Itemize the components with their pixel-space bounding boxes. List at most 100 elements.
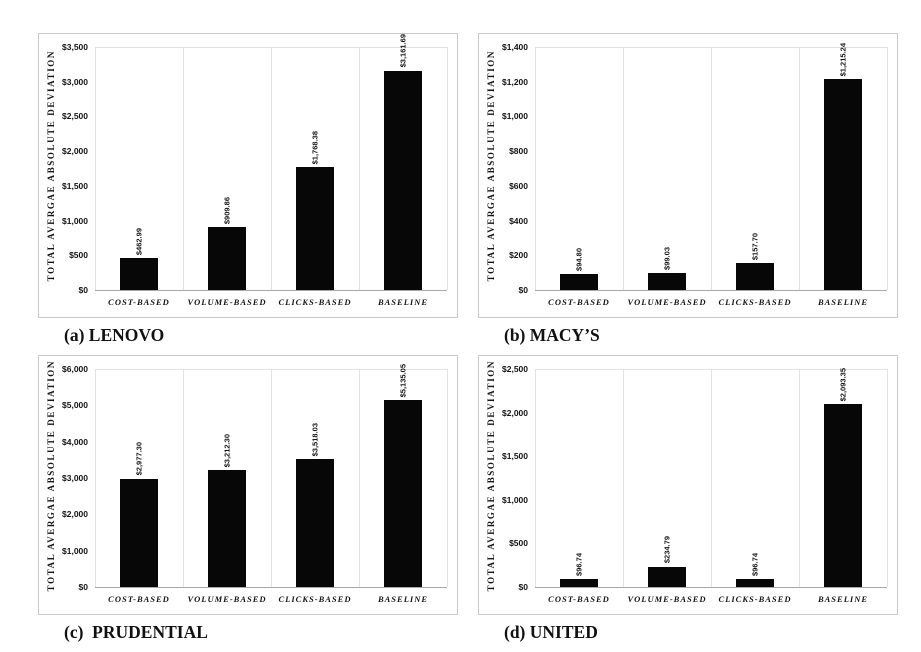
- y-tick-label: $0: [518, 285, 528, 295]
- y-tick-label: $2,000: [62, 146, 88, 157]
- bar-prudential-3: [384, 400, 422, 587]
- y-tick-label: $3,500: [62, 42, 88, 52]
- chart-panel-macys: TOTAL AVERGAE ABSOLUTE DEVIATION $1,400 $1…: [478, 33, 898, 318]
- bar-value-label: $3,212.30: [222, 433, 232, 468]
- category-separator-gridline: [535, 47, 536, 290]
- bar-value-label: $5,135.05: [398, 364, 408, 398]
- chart-panel-united: TOTAL AVERGAE ABSOLUTE DEVIATION $2,500 $2…: [478, 355, 898, 615]
- figure-macys: TOTAL AVERGAE ABSOLUTE DEVIATION $1,400 $1…: [478, 33, 898, 355]
- y-axis-title: TOTAL AVERGAE ABSOLUTE DEVIATION: [484, 42, 498, 290]
- bar-prudential-2: [296, 459, 334, 587]
- x-category-label: VOLUME-BASED: [187, 594, 267, 604]
- category-slot: $157.70: [711, 47, 799, 290]
- figure-prudential: TOTAL AVERGAE ABSOLUTE DEVIATION $6,000 $5…: [38, 355, 458, 652]
- bar-united-2: [736, 578, 774, 587]
- category-separator-gridline: [887, 369, 888, 587]
- y-tick-label: $1,500: [502, 451, 528, 462]
- bar-united-1: [648, 566, 686, 587]
- y-tick-label: $0: [78, 582, 88, 592]
- y-tick-label: $0: [78, 285, 88, 295]
- category-separator-gridline: [623, 369, 624, 587]
- y-tick-label: $2,000: [502, 407, 528, 418]
- category-separator-gridline: [271, 47, 272, 290]
- category-separator-gridline: [95, 369, 96, 587]
- y-axis-title-text: TOTAL AVERGAE ABSOLUTE DEVIATION: [46, 359, 56, 592]
- y-tick-label: $400: [509, 215, 528, 226]
- bar-macys-0: [560, 273, 598, 290]
- plot-area-macys: $1,400 $1,200 $1,000 $800 $600 $400 $200 $0 $94.…: [502, 42, 888, 307]
- bar-value-label: $1,768.38: [310, 130, 320, 165]
- plot-area-lenovo: $3,500 $3,000 $2,500 $2,000 $1,500 $1,000 $500…: [62, 34, 448, 307]
- x-category-label: VOLUME-BASED: [187, 297, 267, 307]
- category-separator-gridline: [447, 369, 448, 587]
- category-slot: $1,215.24: [799, 43, 887, 290]
- y-tick-label: $4,000: [62, 436, 88, 447]
- bar-lenovo-3: [384, 70, 422, 290]
- y-tick-label: $2,500: [502, 364, 528, 374]
- x-category-label: BASELINE: [817, 297, 869, 307]
- x-axis-line: [95, 290, 447, 291]
- category-slot: $3,212.30: [183, 369, 271, 587]
- x-category-label: VOLUME-BASED: [627, 297, 707, 307]
- y-axis-title: TOTAL AVERGAE ABSOLUTE DEVIATION: [44, 360, 58, 591]
- bar-prudential-1: [208, 470, 246, 587]
- category-separator-gridline: [95, 47, 96, 290]
- y-tick-label: $1,000: [62, 215, 88, 226]
- category-slot: $2,977.30: [95, 369, 183, 587]
- bar-value-label: $3,518.03: [310, 422, 320, 457]
- chart-panel-lenovo: TOTAL AVERGAE ABSOLUTE DEVIATION $3,500 $3…: [38, 33, 458, 318]
- bar-value-label: $99.03: [662, 246, 672, 270]
- y-tick-label: $2,000: [62, 509, 88, 520]
- category-slot: $2,093.35: [799, 368, 887, 587]
- figure-caption-lenovo: (a) LENOVO: [64, 325, 165, 345]
- figure-lenovo: TOTAL AVERGAE ABSOLUTE DEVIATION $3,500 $3…: [38, 33, 458, 355]
- x-category-label: BASELINE: [817, 594, 869, 604]
- figure-united: TOTAL AVERGAE ABSOLUTE DEVIATION $2,500 $2…: [478, 355, 898, 652]
- category-slot: $5,135.05: [359, 364, 447, 587]
- x-category-label: VOLUME-BASED: [627, 594, 707, 604]
- bar-united-0: [560, 578, 598, 587]
- category-separator-gridline: [359, 369, 360, 587]
- y-tick-label: $3,000: [62, 473, 88, 483]
- figure-caption-prudential: (c) PRUDENTIAL: [64, 622, 208, 642]
- category-slot: $96.74: [711, 369, 799, 587]
- y-tick-label: $500: [69, 250, 88, 261]
- x-axis-line: [95, 587, 447, 588]
- bar-value-label: $3,161.69: [398, 34, 408, 68]
- chart-panel-prudential: TOTAL AVERGAE ABSOLUTE DEVIATION $6,000 $5…: [38, 355, 458, 615]
- bar-value-label: $94.80: [574, 247, 584, 271]
- y-tick-label: $1,200: [502, 76, 528, 87]
- y-tick-label: $1,000: [62, 545, 88, 556]
- bar-lenovo-2: [296, 167, 334, 290]
- category-separator-gridline: [887, 47, 888, 290]
- category-separator-gridline: [183, 47, 184, 290]
- x-category-label: COST-BASED: [548, 594, 610, 604]
- category-slot: $94.80: [535, 47, 623, 290]
- y-tick-label: $1,500: [62, 180, 88, 191]
- plot-area-prudential: $6,000 $5,000 $4,000 $3,000 $2,000 $1,000 $0 $2…: [62, 364, 448, 604]
- category-separator-gridline: [711, 369, 712, 587]
- x-category-label: CLICKS-BASED: [278, 594, 352, 604]
- figure-grid: TOTAL AVERGAE ABSOLUTE DEVIATION $3,500 $3…: [38, 33, 898, 652]
- y-axis-title: TOTAL AVERGAE ABSOLUTE DEVIATION: [484, 360, 498, 591]
- category-separator-gridline: [447, 47, 448, 290]
- y-tick-label: $0: [518, 582, 528, 592]
- x-category-label: CLICKS-BASED: [278, 297, 352, 307]
- y-tick-label: $600: [509, 180, 528, 191]
- y-tick-label: $1,000: [502, 494, 528, 505]
- y-tick-label: $1,400: [502, 42, 528, 52]
- bar-value-label: $462.99: [134, 227, 144, 255]
- category-separator-gridline: [711, 47, 712, 290]
- bar-united-3: [824, 404, 862, 587]
- bar-macys-3: [824, 79, 862, 290]
- y-tick-label: $3,000: [62, 76, 88, 87]
- category-slot: $99.03: [623, 47, 711, 290]
- y-tick-label: $6,000: [62, 364, 88, 374]
- bar-prudential-0: [120, 478, 158, 587]
- x-category-label: CLICKS-BASED: [718, 594, 792, 604]
- category-slot: $3,518.03: [271, 369, 359, 587]
- category-separator-gridline: [799, 369, 800, 587]
- x-category-label: BASELINE: [377, 297, 429, 307]
- category-slot: $96.74: [535, 369, 623, 587]
